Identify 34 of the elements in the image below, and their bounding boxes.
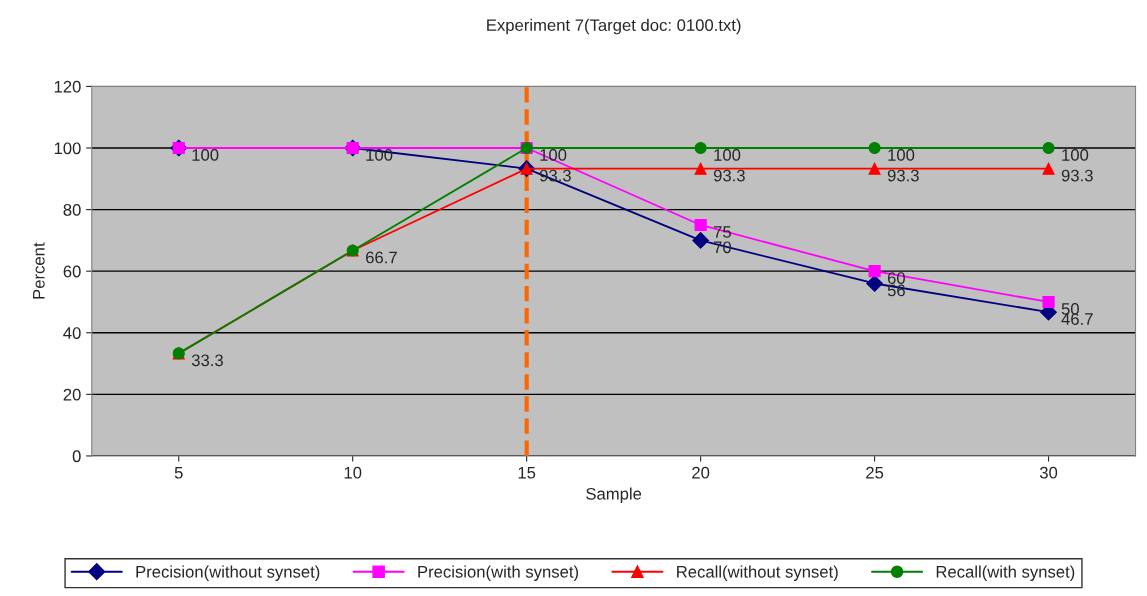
- data-label: 100: [1062, 149, 1089, 161]
- legend-label: Precision(without synset): [136, 565, 320, 581]
- legend-label: Precision(with synset): [418, 565, 579, 581]
- chart-title: Experiment 7(Target doc: 0100.txt): [487, 18, 741, 35]
- x-axis-title: Sample: [586, 487, 642, 503]
- x-tick-label: 5: [174, 466, 183, 479]
- data-label: 100: [366, 149, 393, 161]
- x-tick-label: 20: [692, 466, 710, 479]
- y-tick-label: 40: [63, 327, 81, 339]
- legend-label: Recall(without synset): [677, 565, 838, 581]
- data-label: 50: [1061, 302, 1079, 315]
- y-tick-label: 0: [72, 450, 81, 463]
- y-axis-title: Percent: [33, 242, 45, 299]
- data-label: 93.3: [887, 169, 919, 182]
- x-tick-label: 25: [866, 466, 884, 479]
- data-label: 93.3: [713, 169, 745, 182]
- data-label: 93.3: [1061, 169, 1093, 182]
- y-tick-label: 60: [63, 265, 81, 278]
- y-tick-label: 120: [54, 80, 81, 93]
- x-tick-label: 15: [518, 466, 536, 479]
- y-tick-label: 80: [63, 203, 81, 216]
- data-label: 56: [887, 284, 905, 297]
- x-tick-label: 10: [344, 466, 362, 479]
- legend-label: Recall(with synset): [936, 565, 1075, 581]
- y-tick-label: 20: [63, 388, 81, 401]
- data-label: 66.7: [366, 251, 397, 264]
- y-tick-label: 100: [54, 142, 81, 155]
- data-label: 100: [714, 149, 741, 161]
- data-label: 100: [540, 149, 567, 161]
- data-label: 100: [888, 149, 915, 161]
- x-tick-label: 30: [1039, 466, 1058, 479]
- data-label: 33.3: [191, 354, 223, 367]
- data-label: 46.7: [1061, 313, 1093, 325]
- data-label: 100: [192, 149, 219, 161]
